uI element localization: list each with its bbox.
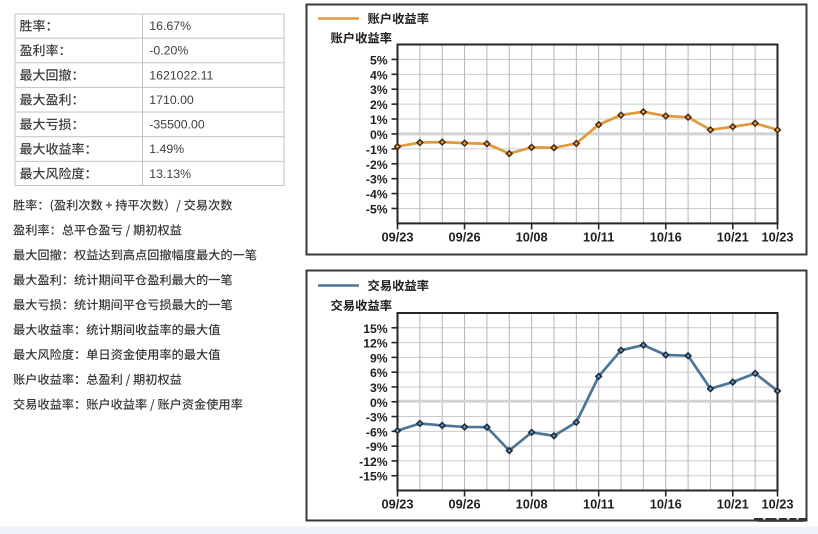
svg-text:6%: 6% [370, 366, 388, 380]
svg-text:3%: 3% [370, 381, 388, 395]
svg-text:-2%: -2% [366, 158, 388, 172]
svg-text:16.67%: 16.67% [149, 19, 191, 33]
svg-text:10/16: 10/16 [650, 497, 682, 512]
svg-text:0%: 0% [370, 396, 388, 410]
svg-text:10/11: 10/11 [583, 497, 614, 512]
svg-text:0%: 0% [370, 128, 388, 142]
svg-text:-3%: -3% [366, 173, 388, 187]
svg-text:09/23: 09/23 [381, 497, 413, 512]
svg-text:12%: 12% [363, 337, 388, 351]
svg-text:-15%: -15% [359, 470, 388, 484]
svg-text:2%: 2% [370, 98, 388, 112]
svg-text:10/11: 10/11 [583, 229, 614, 244]
svg-text:4%: 4% [370, 68, 388, 82]
svg-text:09/26: 09/26 [449, 229, 481, 244]
svg-text:10/23: 10/23 [761, 229, 793, 244]
svg-text:-4%: -4% [366, 188, 388, 202]
svg-text:-5%: -5% [366, 202, 388, 216]
svg-text:13.13%: 13.13% [149, 167, 191, 181]
svg-text:10/21: 10/21 [717, 497, 749, 512]
svg-text:1.49%: 1.49% [149, 142, 184, 156]
svg-text:10/21: 10/21 [717, 229, 749, 244]
svg-text:1%: 1% [370, 113, 388, 127]
svg-text:09/26: 09/26 [449, 497, 481, 512]
svg-text:3%: 3% [370, 83, 388, 97]
svg-text:-35500.00: -35500.00 [149, 118, 205, 132]
svg-text:10/08: 10/08 [516, 497, 548, 512]
svg-text:1621022.11: 1621022.11 [149, 68, 213, 82]
svg-text:10/16: 10/16 [650, 229, 682, 244]
svg-text:-6%: -6% [366, 425, 388, 439]
svg-text:5%: 5% [370, 53, 388, 67]
svg-text:-1%: -1% [366, 143, 388, 157]
svg-text:10/23: 10/23 [761, 497, 793, 512]
svg-text:1710.00: 1710.00 [149, 93, 194, 107]
svg-text:-12%: -12% [359, 455, 388, 469]
svg-text:-0.20%: -0.20% [149, 44, 188, 58]
svg-text:-3%: -3% [366, 411, 388, 425]
svg-text:15%: 15% [363, 322, 388, 336]
svg-text:09/23: 09/23 [381, 229, 413, 244]
svg-text:10/08: 10/08 [516, 229, 548, 244]
svg-text:9%: 9% [370, 351, 388, 365]
svg-text:-9%: -9% [366, 440, 388, 454]
